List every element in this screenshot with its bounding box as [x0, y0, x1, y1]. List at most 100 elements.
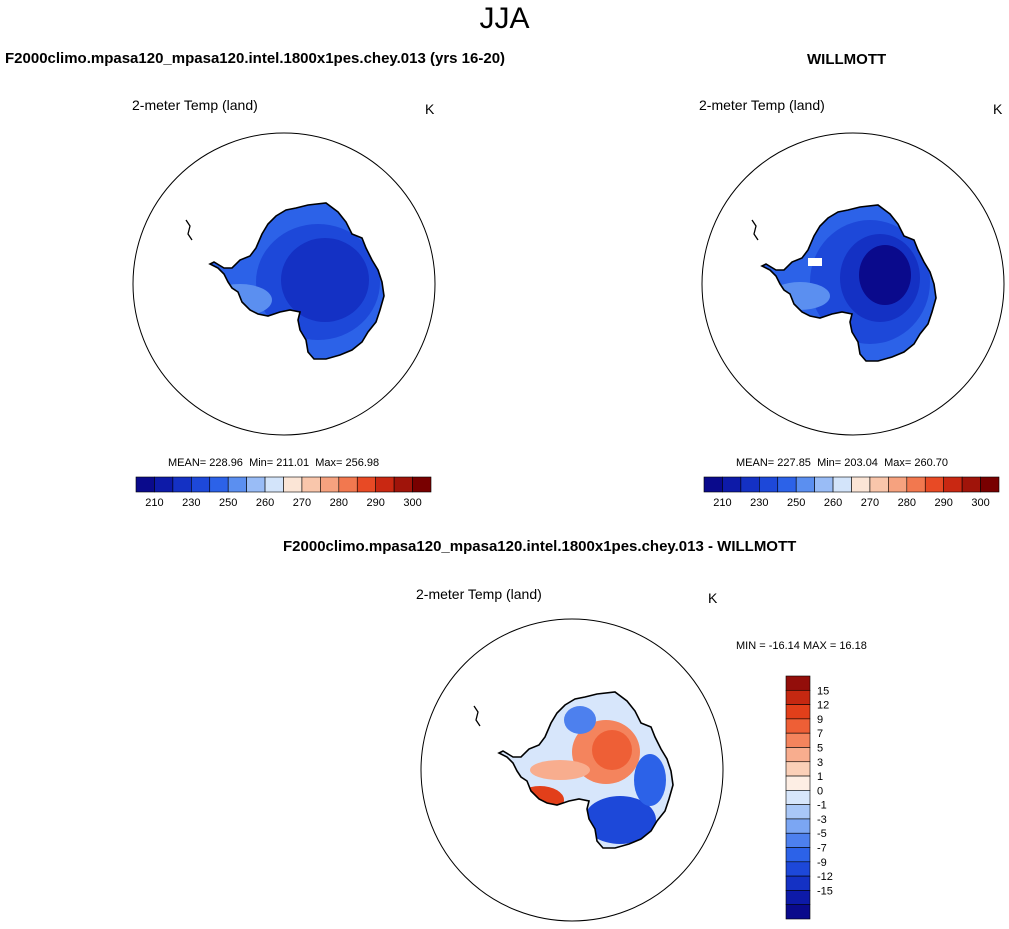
- obs-colorbar-box: [906, 476, 926, 493]
- season-title: JJA: [479, 2, 530, 35]
- model-colorbar-box: [154, 476, 174, 493]
- diff-colorbar-tick-label: -9: [817, 857, 827, 869]
- diff-colorbar-tick-label: -7: [817, 843, 827, 855]
- diff-case-title: F2000climo.mpasa120_mpasa120.intel.1800x…: [283, 538, 797, 555]
- diff-colorbar-box: [785, 775, 811, 791]
- diff-colorbar-tick-label: 3: [817, 757, 823, 769]
- diff-colorbar-tick-label: -5: [817, 828, 827, 840]
- diff-colorbar-tick-label: -15: [817, 885, 833, 897]
- diff-stats: MIN = -16.14 MAX = 16.18: [736, 640, 867, 652]
- diff-colorbar-tick-label: -12: [817, 871, 833, 883]
- diff-colorbar-box: [785, 904, 811, 920]
- diff-map: [420, 618, 724, 922]
- obs-peninsula-islands: [751, 219, 759, 241]
- obs-colorbar-tick-label: 300: [971, 497, 989, 509]
- obs-colorbar-box: [888, 476, 908, 493]
- diff-colorbar-box: [785, 790, 811, 805]
- model-colorbar-box: [191, 476, 211, 493]
- diff-colorbar-box: [785, 718, 811, 734]
- model-colorbar-box: [227, 476, 247, 493]
- diff-colorbar-tick-label: 7: [817, 728, 823, 740]
- diff-colorbar-box: [785, 818, 811, 834]
- obs-colorbar-box: [740, 476, 760, 493]
- model-colorbar-box: [172, 476, 192, 493]
- model-colorbar-tick-label: 280: [330, 497, 348, 509]
- obs-colorbar-box: [795, 476, 815, 493]
- obs-colorbar-box: [832, 476, 852, 493]
- obs-colorbar-box: [703, 476, 723, 493]
- model-colorbar-box: [338, 476, 358, 493]
- obs-colorbar-box: [961, 476, 981, 493]
- model-colorbar-tick-label: 260: [256, 497, 274, 509]
- diff-colorbar-box: [785, 875, 811, 891]
- model-colorbar-box: [393, 476, 413, 493]
- model-units-label: K: [425, 101, 435, 117]
- model-colorbar-box: [375, 476, 395, 493]
- obs-colorbar-box: [777, 476, 797, 493]
- model-colorbar-tick-label: 250: [219, 497, 237, 509]
- obs-colorbar-box: [759, 476, 779, 493]
- diff-colorbar-tick-label: 12: [817, 700, 829, 712]
- diff-colorbar-tick-label: 5: [817, 742, 823, 754]
- obs-colorbar-tick-label: 230: [750, 497, 768, 509]
- model-colorbar-box: [301, 476, 321, 493]
- obs-colorbar-tick-label: 210: [713, 497, 731, 509]
- obs-colorbar-box: [722, 476, 742, 493]
- obs-colorbar-box: [851, 476, 871, 493]
- diff-colorbar-box: [785, 804, 811, 820]
- diff-colorbar-box: [785, 861, 811, 877]
- obs-colorbar: 210 230 250 260 270 280 290 300: [703, 476, 1000, 509]
- model-colorbar-box: [135, 476, 155, 493]
- diff-colorbar-box: [785, 732, 811, 748]
- obs-units-label: K: [993, 101, 1003, 117]
- model-colorbar-box: [412, 476, 432, 493]
- diff-colorbar-box: [785, 847, 811, 863]
- diff-colorbar-box: [785, 832, 811, 848]
- diff-colorbar-box: [785, 890, 811, 906]
- diff-colorbar-tick-label: 0: [817, 785, 823, 797]
- obs-case-title: WILLMOTT: [807, 51, 887, 68]
- model-colorbar-tick-label: 300: [403, 497, 421, 509]
- obs-colorbar-box: [943, 476, 963, 493]
- model-colorbar: 210 230 250 260 270 280 290 300: [135, 476, 432, 509]
- obs-colorbar-tick-label: 260: [824, 497, 842, 509]
- obs-temperature-field: [762, 205, 936, 361]
- model-colorbar-box: [356, 476, 376, 493]
- obs-colorbar-box: [814, 476, 834, 493]
- obs-colorbar-box: [980, 476, 1000, 493]
- model-colorbar-box: [264, 476, 284, 493]
- diff-variable-label: 2-meter Temp (land): [416, 586, 542, 602]
- obs-colorbar-tick-label: 250: [787, 497, 805, 509]
- model-colorbar-tick-label: 270: [293, 497, 311, 509]
- model-colorbar-box: [246, 476, 266, 493]
- model-variable-label: 2-meter Temp (land): [132, 97, 258, 113]
- diff-peninsula-islands: [473, 705, 481, 727]
- diff-colorbar-box: [785, 761, 811, 777]
- obs-colorbar-tick-label: 290: [935, 497, 953, 509]
- diff-colorbar-box: [785, 747, 811, 763]
- model-colorbar-tick-label: 290: [367, 497, 385, 509]
- model-colorbar-box: [320, 476, 340, 493]
- diff-colorbar-tick-label: 9: [817, 714, 823, 726]
- diff-colorbar-box: [785, 704, 811, 720]
- diff-units-label: K: [708, 590, 718, 606]
- obs-colorbar-tick-label: 270: [861, 497, 879, 509]
- model-peninsula-islands: [185, 219, 193, 241]
- diff-colorbar-box: [785, 689, 811, 705]
- diff-colorbar: 15 12 9 7 5 3 1 0 -1 -3 -5 -7 -9 -12 -15: [785, 675, 833, 920]
- model-map: [132, 132, 436, 436]
- diff-colorbar-tick-label: -1: [817, 800, 827, 812]
- model-colorbar-tick-label: 210: [145, 497, 163, 509]
- model-colorbar-box: [283, 476, 303, 493]
- diff-colorbar-tick-label: 1: [817, 771, 823, 783]
- diff-colorbar-tick-label: -3: [817, 814, 827, 826]
- obs-map: [701, 132, 1005, 436]
- obs-colorbar-tick-label: 280: [898, 497, 916, 509]
- model-case-title: F2000climo.mpasa120_mpasa120.intel.1800x…: [5, 50, 506, 67]
- model-colorbar-tick-label: 230: [182, 497, 200, 509]
- model-colorbar-box: [209, 476, 229, 493]
- diff-colorbar-box: [785, 675, 811, 691]
- diff-colorbar-tick-label: 15: [817, 685, 829, 697]
- obs-stats: MEAN= 227.85 Min= 203.04 Max= 260.70: [736, 457, 948, 469]
